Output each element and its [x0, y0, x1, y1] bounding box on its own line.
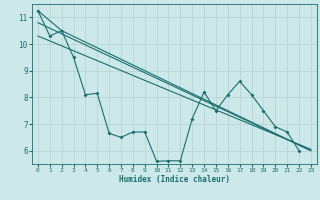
X-axis label: Humidex (Indice chaleur): Humidex (Indice chaleur)	[119, 175, 230, 184]
